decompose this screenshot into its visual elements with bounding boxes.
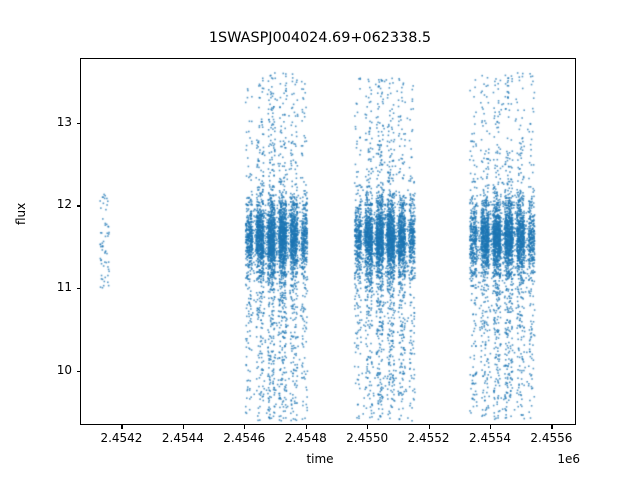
x-axis-tick-label: 2.4552 xyxy=(407,431,450,445)
x-axis-tick-mark xyxy=(428,425,430,429)
y-axis-tick-mark xyxy=(76,371,80,373)
x-axis-tick-label: 2.4556 xyxy=(530,431,573,445)
x-axis-tick-mark xyxy=(367,425,369,429)
x-axis-tick-label: 2.4554 xyxy=(469,431,511,445)
x-axis-tick-label: 2.4548 xyxy=(284,431,327,445)
x-axis-offset-text: 1e6 xyxy=(557,452,580,466)
x-axis-tick-mark xyxy=(305,425,307,429)
x-axis-label: time xyxy=(306,452,334,466)
x-axis-tick-mark xyxy=(551,425,553,429)
x-axis-tick-label: 2.4544 xyxy=(161,431,204,445)
y-axis-tick-label: 10 xyxy=(56,363,72,378)
y-axis-tick-mark xyxy=(76,122,80,124)
y-axis-tick-mark xyxy=(76,288,80,290)
x-axis-tick-mark xyxy=(182,425,184,429)
scatter-plot-canvas xyxy=(80,58,576,425)
x-axis-tick-mark xyxy=(121,425,123,429)
y-axis-tick-label: 11 xyxy=(56,280,72,295)
y-axis-tick-mark xyxy=(76,205,80,207)
x-axis-tick-label: 2.4546 xyxy=(223,431,266,445)
y-axis-tick-label: 12 xyxy=(56,197,72,212)
plot-title: 1SWASPJ004024.69+062338.5 xyxy=(208,30,432,46)
y-axis-label: flux xyxy=(14,202,28,225)
x-axis-tick-label: 2.4542 xyxy=(100,431,143,445)
x-axis-tick-label: 2.4550 xyxy=(346,431,389,445)
y-axis-tick-label: 13 xyxy=(56,114,72,129)
x-axis-tick-mark xyxy=(490,425,492,429)
x-axis-tick-mark xyxy=(244,425,246,429)
